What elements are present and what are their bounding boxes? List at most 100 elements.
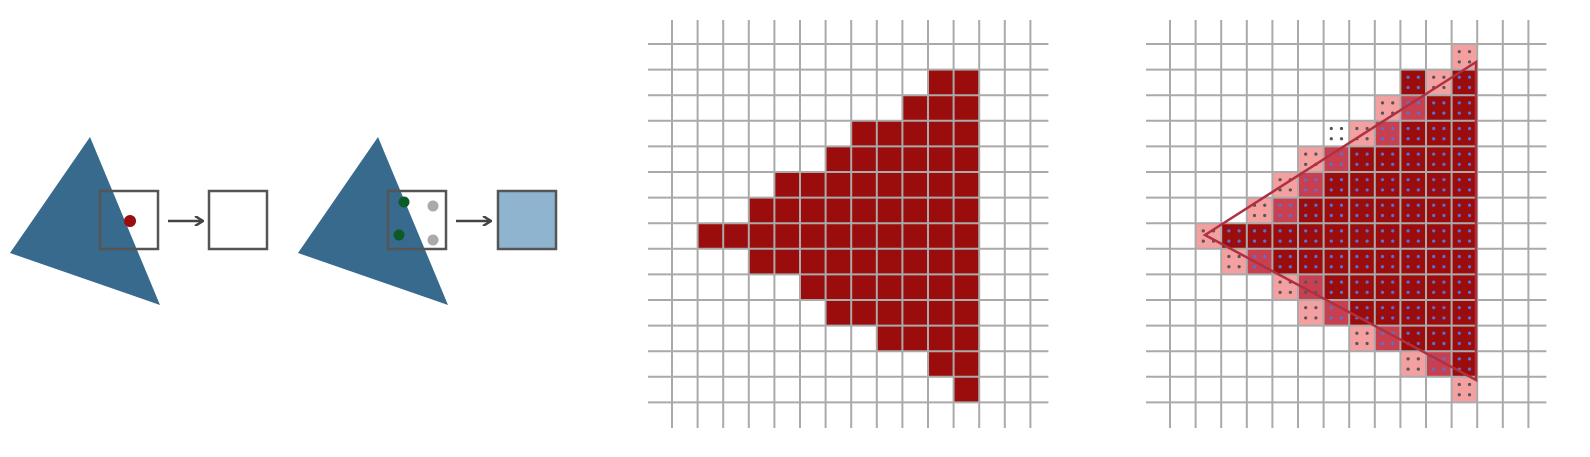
sample-dot (1406, 137, 1410, 141)
sample-dot (1355, 306, 1359, 310)
sample-dot (1237, 229, 1241, 233)
pixel (1323, 197, 1350, 224)
pixel (928, 325, 954, 352)
sample-dot (1442, 331, 1446, 335)
sample-point (427, 234, 439, 246)
sample-dot (1416, 280, 1420, 284)
sample-dot (1416, 316, 1420, 320)
sample-point (398, 196, 410, 208)
pixel (1298, 223, 1324, 249)
sample-dot (1288, 239, 1292, 243)
pixel (851, 172, 877, 198)
sample-dot (1329, 188, 1333, 192)
pixel (1349, 172, 1375, 198)
pixel (953, 95, 980, 121)
sample-dot (1314, 254, 1318, 259)
pixel (928, 146, 954, 172)
sample-dot (1304, 162, 1308, 166)
sample-dot (1263, 203, 1267, 207)
sample-dot (1252, 239, 1257, 243)
sample-dot (1329, 213, 1333, 218)
sample-dot (1432, 178, 1436, 182)
sample-dot (1365, 239, 1369, 243)
sample-dot (1365, 265, 1369, 269)
sample-dot (1304, 213, 1308, 218)
sample-dot (1416, 137, 1420, 141)
sample-dot (1467, 188, 1472, 192)
pixel (1298, 248, 1324, 275)
pixel (953, 223, 980, 249)
pixel (825, 248, 852, 275)
sample-dot (1339, 229, 1344, 233)
pixel (953, 248, 980, 275)
sample-dot (1339, 280, 1344, 284)
sample-dot (1467, 393, 1472, 397)
sample-dot (1304, 229, 1308, 233)
pixel (953, 274, 980, 300)
sample-dot (1304, 188, 1308, 192)
triangle (298, 137, 448, 305)
sample-dot (1380, 111, 1385, 115)
sample-dot (1391, 265, 1395, 269)
sample-dot (1442, 316, 1446, 320)
sample-dot (1355, 265, 1359, 269)
sample-dot (1380, 239, 1385, 243)
sample-point (393, 229, 405, 241)
sample-dot (1380, 188, 1385, 192)
pixel-box (386, 189, 448, 251)
pixel (851, 223, 877, 249)
pixel (800, 274, 826, 300)
pixel (1323, 274, 1350, 300)
sample-dot (1339, 265, 1344, 269)
sample-dot (1457, 254, 1461, 259)
sample-dot (1432, 111, 1436, 115)
sample-dot (1314, 178, 1318, 182)
pixel (902, 172, 928, 198)
sample-dot (1391, 203, 1395, 207)
sample-dot (1467, 265, 1472, 269)
pixel (928, 120, 954, 147)
sample-dot (1416, 367, 1420, 371)
sample-dot (1391, 316, 1395, 320)
pixel (928, 197, 954, 224)
sample-dot (1467, 331, 1472, 335)
sample-dot (1457, 239, 1461, 243)
sample-dot (1355, 178, 1359, 182)
pixel (1246, 223, 1273, 249)
sample-dot (1432, 126, 1436, 131)
sample-dot (1457, 75, 1461, 79)
sample-dot (1416, 265, 1420, 269)
pixel (1426, 146, 1452, 172)
sample-dot (1467, 382, 1472, 387)
sample-dot (1457, 162, 1461, 166)
pixel (851, 120, 877, 147)
sample-dot (1457, 280, 1461, 284)
pixel (902, 197, 928, 224)
sample-dot (1263, 254, 1267, 259)
sample-dot (1339, 316, 1344, 320)
sample-dot (1391, 254, 1395, 259)
sample-dot (1365, 331, 1369, 335)
pixel (876, 146, 903, 172)
sample-dot (1442, 357, 1446, 361)
sample-dot (1314, 188, 1318, 192)
sample-dot (1406, 152, 1410, 156)
sample-dot (1329, 254, 1333, 259)
sample-dot (1432, 188, 1436, 192)
pixel (1451, 248, 1478, 275)
sample-dot (1432, 213, 1436, 218)
pixel (1246, 197, 1273, 224)
sample-dot (1406, 126, 1410, 131)
sample-dot (1365, 229, 1369, 233)
sample-dot (1227, 229, 1231, 233)
sample-point (427, 200, 439, 212)
sample-dot (1339, 152, 1344, 156)
pixel (902, 120, 928, 147)
sample-dot (1365, 280, 1369, 284)
sample-dot (1252, 265, 1257, 269)
pixel (1400, 197, 1426, 224)
pixel (1426, 120, 1452, 147)
triangle (10, 137, 160, 305)
sample-dot (1278, 203, 1282, 207)
pixel (953, 146, 980, 172)
